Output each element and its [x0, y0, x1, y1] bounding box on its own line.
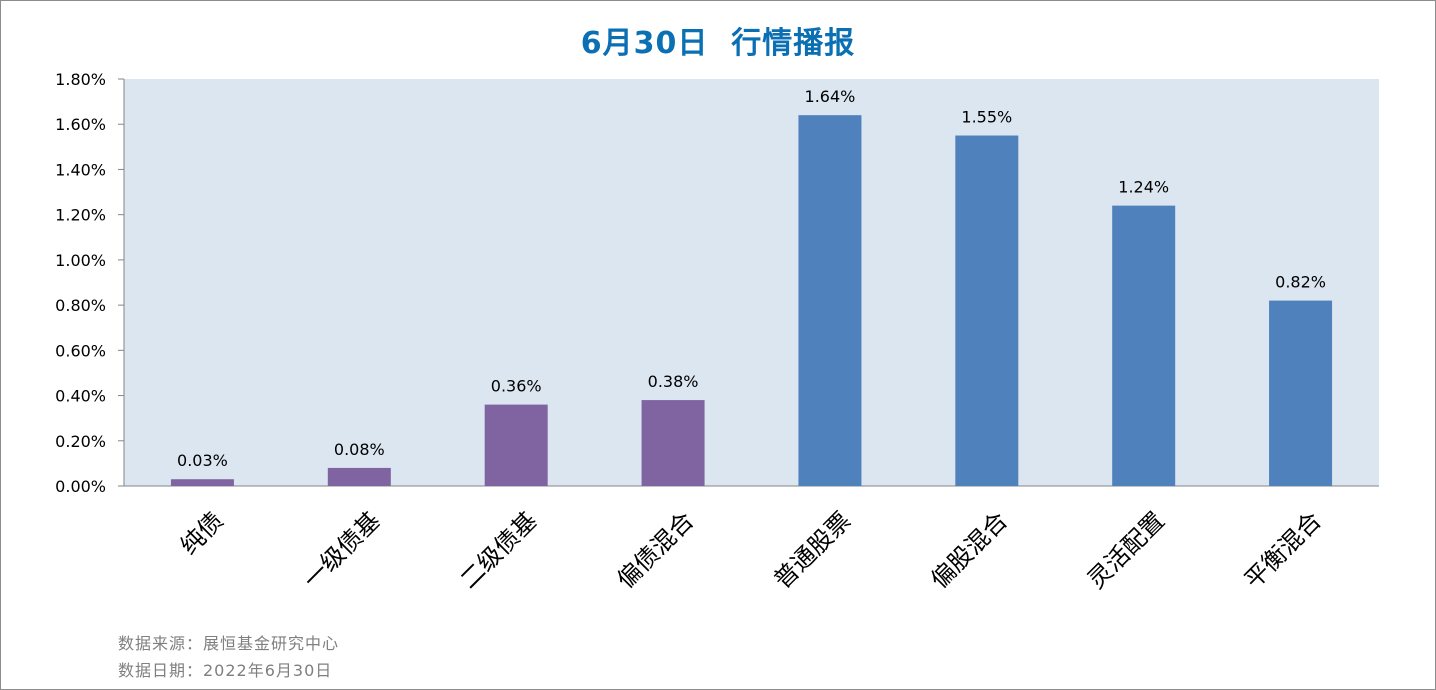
data-label: 1.24%	[1118, 178, 1169, 197]
x-tick-label: 二级债基	[455, 506, 543, 594]
x-tick-label: 偏股混合	[925, 506, 1013, 594]
x-tick-label: 灵活配置	[1082, 506, 1170, 594]
data-date-note: 数据日期：2022年6月30日	[118, 661, 333, 680]
bar	[798, 115, 862, 486]
x-tick-labels-group: 纯债 一级债基 二级债基 偏债混合 普通股票 偏股混合 灵活配置 平衡混合	[175, 506, 1327, 594]
bar	[484, 404, 548, 486]
y-tick-label: 1.60%	[55, 115, 106, 134]
bar	[641, 400, 705, 486]
bar	[1112, 205, 1176, 486]
data-label: 0.08%	[334, 440, 385, 459]
data-label: 0.38%	[648, 372, 699, 391]
data-source-note: 数据来源：展恒基金研究中心	[118, 634, 340, 653]
bars-group	[170, 115, 1333, 486]
data-labels-group: 0.03% 0.08% 0.36% 0.38% 1.64% 1.55% 1.24% 0.82%	[177, 87, 1326, 470]
x-tick-label: 偏债混合	[612, 506, 700, 594]
y-axis: 0.00% 0.20% 0.40% 0.60% 0.80% 1.00% 1.20% 1.40%…	[55, 70, 125, 496]
y-tick-label: 1.20%	[55, 206, 106, 225]
y-tick-label: 0.20%	[55, 432, 106, 451]
x-tick-label: 平衡混合	[1239, 506, 1327, 594]
y-tick-label: 0.60%	[55, 341, 106, 360]
y-tick-label: 1.40%	[55, 160, 106, 179]
plot-area	[124, 79, 1379, 486]
x-tick-label: 纯债	[175, 506, 229, 560]
y-tick-label: 0.40%	[55, 387, 106, 406]
bar	[327, 467, 391, 486]
data-label: 0.03%	[177, 451, 228, 470]
data-label: 0.82%	[1275, 273, 1326, 292]
data-label: 1.55%	[961, 108, 1012, 127]
data-label: 0.36%	[491, 377, 542, 396]
y-tick-label: 1.00%	[55, 251, 106, 270]
x-tick-label: 普通股票	[768, 506, 856, 594]
y-tick-label: 1.80%	[55, 70, 106, 89]
y-tick-label: 0.00%	[55, 477, 106, 496]
y-tick-label: 0.80%	[55, 296, 106, 315]
x-tick-label: 一级债基	[298, 506, 386, 594]
bar	[1269, 300, 1333, 486]
chart-title: 6月30日 行情播报	[580, 26, 856, 61]
bar	[170, 479, 234, 486]
bar	[955, 135, 1019, 486]
data-label: 1.64%	[805, 87, 856, 106]
